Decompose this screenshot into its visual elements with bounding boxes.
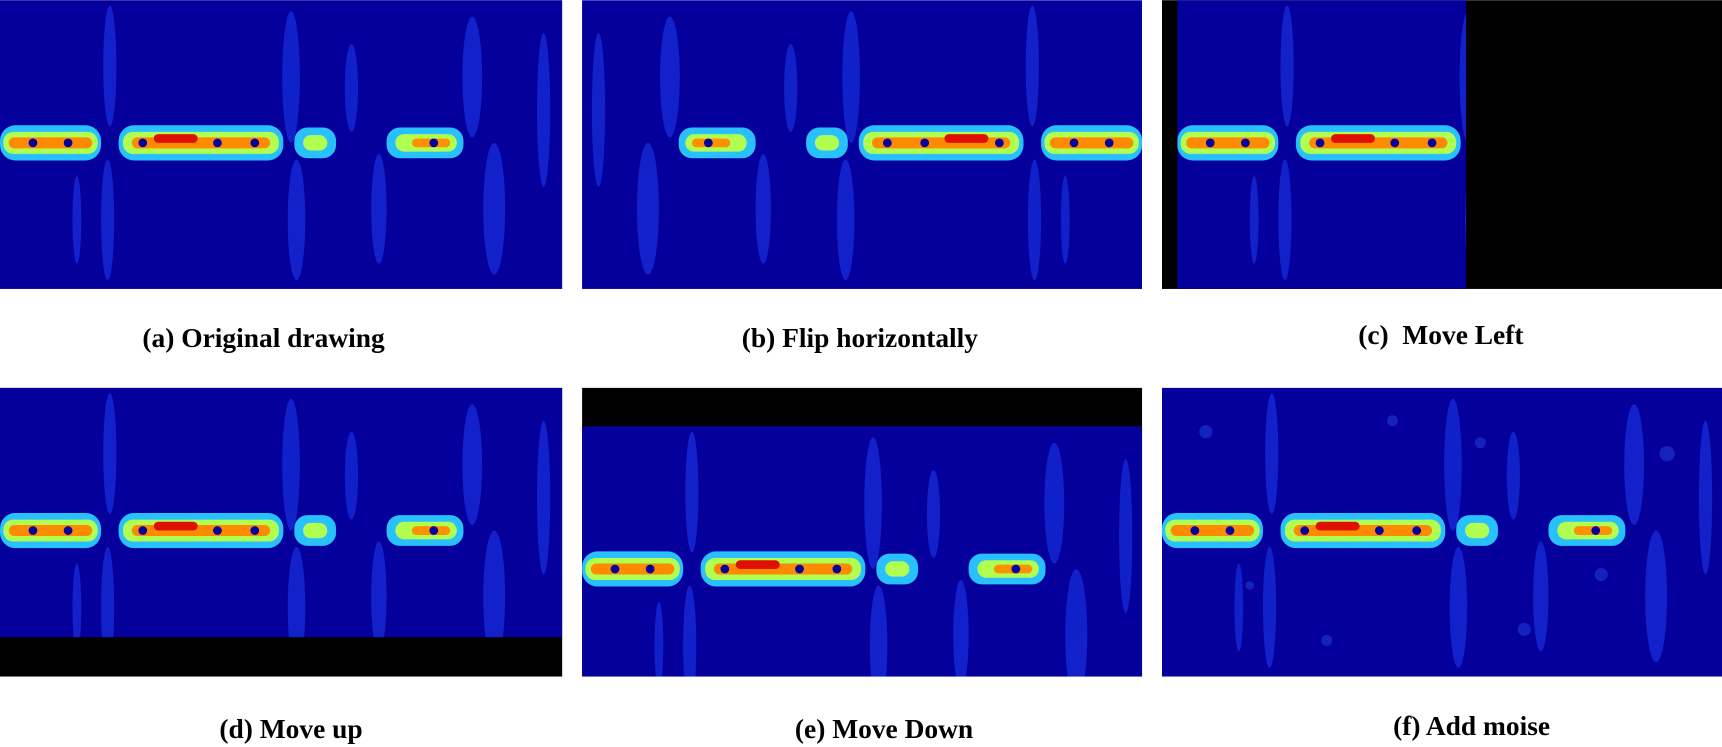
caption: (b) Flip horizontally	[742, 323, 979, 353]
panel-image	[0, 387, 563, 677]
panel-image	[582, 0, 1143, 289]
panel-image	[0, 0, 563, 289]
caption: (c) Move Left	[1358, 320, 1524, 350]
caption: (a) Original drawing	[142, 323, 385, 353]
caption: (f) Add moise	[1393, 711, 1550, 741]
panel-image	[1161, 387, 1722, 677]
caption: (e) Move Down	[795, 714, 973, 744]
panel-image	[1161, 0, 1722, 289]
caption: (d) Move up	[219, 714, 362, 744]
panel-image	[582, 387, 1143, 677]
